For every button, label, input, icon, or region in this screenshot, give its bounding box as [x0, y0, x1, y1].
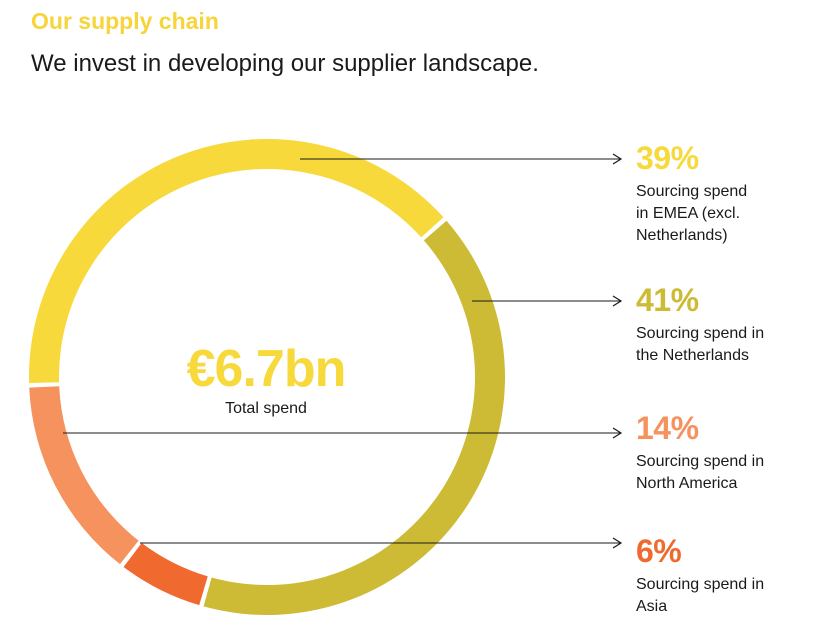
callout-asia-percent: 6%	[636, 533, 682, 569]
arrowhead-north-america	[612, 427, 623, 439]
callout-emea-description: Sourcing spend in EMEA (excl. Netherland…	[636, 183, 748, 244]
callout-netherlands-percent: 41%	[636, 282, 699, 318]
callout-leader-lines	[63, 153, 623, 549]
donut-slices	[28, 139, 506, 616]
donut-slice-netherlands	[203, 220, 506, 616]
callout-emea-percent: 39%	[636, 140, 699, 176]
total-spend-label: Total spend	[225, 400, 307, 417]
arrowhead-asia	[612, 537, 623, 549]
page-title: Our supply chain	[31, 8, 219, 34]
callout-netherlands-description: Sourcing spend in the Netherlands	[636, 325, 765, 364]
total-spend-value: €6.7bn	[186, 340, 347, 398]
arrowhead-emea	[612, 153, 623, 165]
donut-slice-emea-excl-netherlands	[28, 139, 444, 384]
donut-slice-asia	[123, 543, 208, 606]
callout-north-america-description: Sourcing spend in North America	[636, 453, 765, 492]
donut-slice-north-america	[29, 386, 139, 565]
callout-north-america: 14% Sourcing spend in North America	[636, 412, 821, 495]
callout-asia-description: Sourcing spend in Asia	[636, 576, 765, 615]
page-subtitle: We invest in developing our supplier lan…	[31, 50, 539, 77]
callout-emea: 39% Sourcing spend in EMEA (excl. Nether…	[636, 142, 821, 247]
arrowhead-netherlands	[612, 295, 623, 307]
callout-north-america-percent: 14%	[636, 410, 699, 446]
callout-netherlands: 41% Sourcing spend in the Netherlands	[636, 284, 821, 367]
callout-asia: 6% Sourcing spend in Asia	[636, 535, 821, 618]
